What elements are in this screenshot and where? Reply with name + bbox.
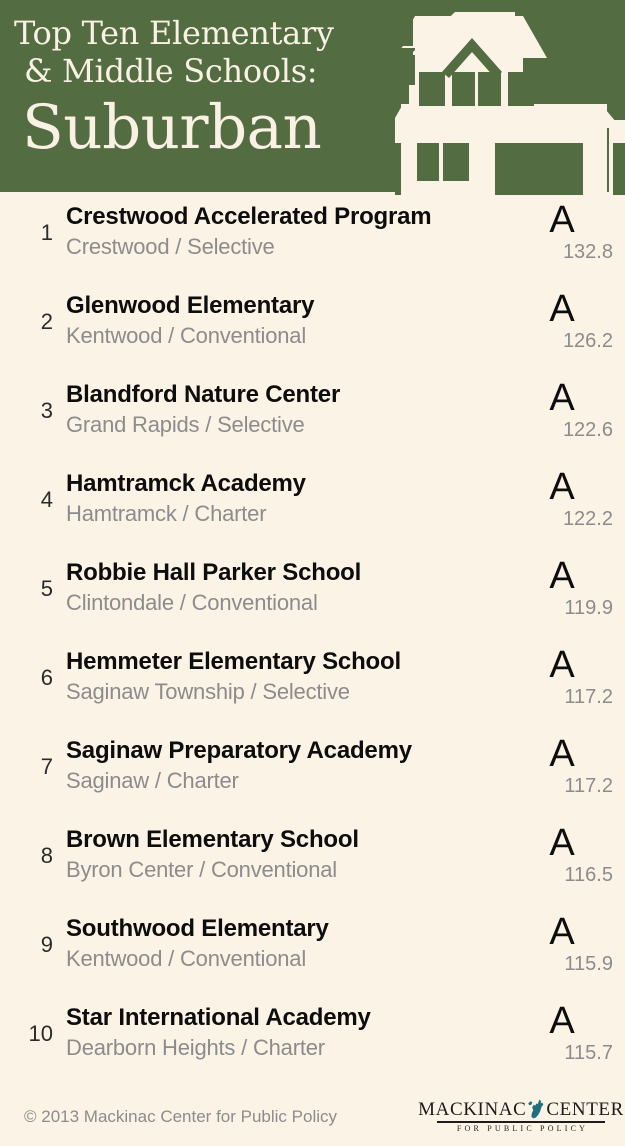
school-score-group: A 122.2 xyxy=(517,467,613,531)
school-name: Southwood Elementary xyxy=(66,915,329,942)
logo-divider-rule xyxy=(437,1121,605,1123)
school-info: Saginaw Preparatory Academy Saginaw / Ch… xyxy=(66,736,516,795)
table-row[interactable]: 9 Southwood Elementary Kentwood / Conven… xyxy=(0,908,625,997)
school-info: Glenwood Elementary Kentwood / Conventio… xyxy=(66,291,516,350)
rank-number: 7 xyxy=(40,754,53,779)
rank-number: 8 xyxy=(40,843,53,868)
table-row[interactable]: 2 Glenwood Elementary Kentwood / Convent… xyxy=(0,285,625,374)
mackinac-center-logo[interactable]: MACKINAC CENTER FOR PUBLIC POLICY xyxy=(418,1098,623,1138)
score-value: 115.9 xyxy=(564,953,613,975)
school-district-type: Hamtramck / Charter xyxy=(66,501,267,526)
rank-number: 9 xyxy=(40,932,53,957)
school-name: Hamtramck Academy xyxy=(66,470,306,497)
score-value: 126.2 xyxy=(562,330,613,352)
logo-word-center: CENTER xyxy=(546,1099,624,1120)
school-district-type: Saginaw / Charter xyxy=(66,768,239,793)
school-name: Robbie Hall Parker School xyxy=(66,559,362,586)
table-row[interactable]: 1 Crestwood Accelerated Program Crestwoo… xyxy=(0,196,625,285)
logo-wordmark: MACKINAC CENTER xyxy=(418,1098,623,1120)
school-name: Crestwood Accelerated Program xyxy=(66,203,432,230)
rank-number: 4 xyxy=(40,487,53,512)
school-score-group: A 119.9 xyxy=(517,556,613,620)
grade-letter: A xyxy=(549,466,575,508)
school-info: Star International Academy Dearborn Heig… xyxy=(66,1003,516,1062)
grade-letter: A xyxy=(549,733,575,775)
school-district-type: Grand Rapids / Selective xyxy=(66,412,305,437)
school-score-group: A 115.7 xyxy=(517,1001,613,1065)
table-row[interactable]: 10 Star International Academy Dearborn H… xyxy=(0,997,625,1086)
school-info: Hemmeter Elementary School Saginaw Towns… xyxy=(66,647,516,706)
score-value: 132.8 xyxy=(562,241,613,263)
school-district-type: Clintondale / Conventional xyxy=(66,590,318,615)
table-row[interactable]: 3 Blandford Nature Center Grand Rapids /… xyxy=(0,374,625,463)
michigan-mitten-icon xyxy=(526,1098,546,1120)
grade-letter: A xyxy=(549,1000,575,1042)
school-info: Brown Elementary School Byron Center / C… xyxy=(66,825,516,884)
school-info: Blandford Nature Center Grand Rapids / S… xyxy=(66,380,516,439)
school-name: Star International Academy xyxy=(66,1004,371,1031)
rank-number: 1 xyxy=(40,220,53,245)
grade-letter: A xyxy=(549,288,575,330)
school-score-group: A 122.6 xyxy=(517,378,613,442)
score-value: 116.5 xyxy=(564,864,613,886)
score-value: 119.9 xyxy=(564,597,613,619)
score-value: 117.2 xyxy=(564,686,613,708)
score-value: 117.2 xyxy=(564,775,613,797)
grade-letter: A xyxy=(549,911,575,953)
school-info: Hamtramck Academy Hamtramck / Charter xyxy=(66,469,516,528)
table-row[interactable]: 7 Saginaw Preparatory Academy Saginaw / … xyxy=(0,730,625,819)
school-district-type: Dearborn Heights / Charter xyxy=(66,1035,325,1060)
logo-tagline: FOR PUBLIC POLICY xyxy=(456,1124,589,1133)
school-district-type: Byron Center / Conventional xyxy=(66,857,337,882)
footer: © 2013 Mackinac Center for Public Policy… xyxy=(0,1086,625,1146)
school-district-type: Kentwood / Conventional xyxy=(66,946,307,971)
grade-letter: A xyxy=(549,377,575,419)
rank-number: 5 xyxy=(40,576,53,601)
table-row[interactable]: 8 Brown Elementary School Byron Center /… xyxy=(0,819,625,908)
grade-letter: A xyxy=(549,644,575,686)
score-value: 122.6 xyxy=(562,419,613,441)
header-title-line1: Top Ten Elementary xyxy=(14,14,334,52)
school-district-type: Crestwood / Selective xyxy=(66,234,275,259)
school-district-type: Kentwood / Conventional xyxy=(66,323,307,348)
grade-letter: A xyxy=(549,822,575,864)
header: Top Ten Elementary & Middle Schools: Sub… xyxy=(0,0,625,195)
copyright-text: © 2013 Mackinac Center for Public Policy xyxy=(24,1107,337,1126)
school-score-group: A 116.5 xyxy=(517,823,613,887)
school-score-group: A 126.2 xyxy=(517,289,613,353)
header-title-group: Top Ten Elementary & Middle Schools: Sub… xyxy=(14,14,414,166)
rank-number: 3 xyxy=(40,398,53,423)
school-house-icon xyxy=(395,0,625,195)
grade-letter: A xyxy=(549,555,575,597)
school-score-group: A 117.2 xyxy=(517,734,613,798)
school-district-type: Saginaw Township / Selective xyxy=(66,679,350,704)
school-info: Crestwood Accelerated Program Crestwood … xyxy=(66,202,516,261)
table-row[interactable]: 4 Hamtramck Academy Hamtramck / Charter … xyxy=(0,463,625,552)
school-info: Southwood Elementary Kentwood / Conventi… xyxy=(66,914,516,973)
school-name: Blandford Nature Center xyxy=(66,381,341,408)
school-name: Glenwood Elementary xyxy=(66,292,315,319)
page-title: Suburban xyxy=(22,92,322,163)
school-name: Saginaw Preparatory Academy xyxy=(66,737,412,764)
school-name: Brown Elementary School xyxy=(66,826,359,853)
rank-number: 10 xyxy=(28,1021,53,1046)
school-score-group: A 132.8 xyxy=(517,200,613,264)
grade-letter: A xyxy=(549,199,575,241)
rankings-list: 1 Crestwood Accelerated Program Crestwoo… xyxy=(0,196,625,1086)
score-value: 115.7 xyxy=(564,1042,613,1064)
score-value: 122.2 xyxy=(562,508,613,530)
school-score-group: A 115.9 xyxy=(517,912,613,976)
rank-number: 2 xyxy=(40,309,53,334)
school-name: Hemmeter Elementary School xyxy=(66,648,401,675)
table-row[interactable]: 5 Robbie Hall Parker School Clintondale … xyxy=(0,552,625,641)
school-score-group: A 117.2 xyxy=(517,645,613,709)
rank-number: 6 xyxy=(40,665,53,690)
logo-word-mackinac: MACKINAC xyxy=(418,1099,527,1120)
header-title-line2: & Middle Schools: xyxy=(24,52,318,90)
school-info: Robbie Hall Parker School Clintondale / … xyxy=(66,558,516,617)
table-row[interactable]: 6 Hemmeter Elementary School Saginaw Tow… xyxy=(0,641,625,730)
